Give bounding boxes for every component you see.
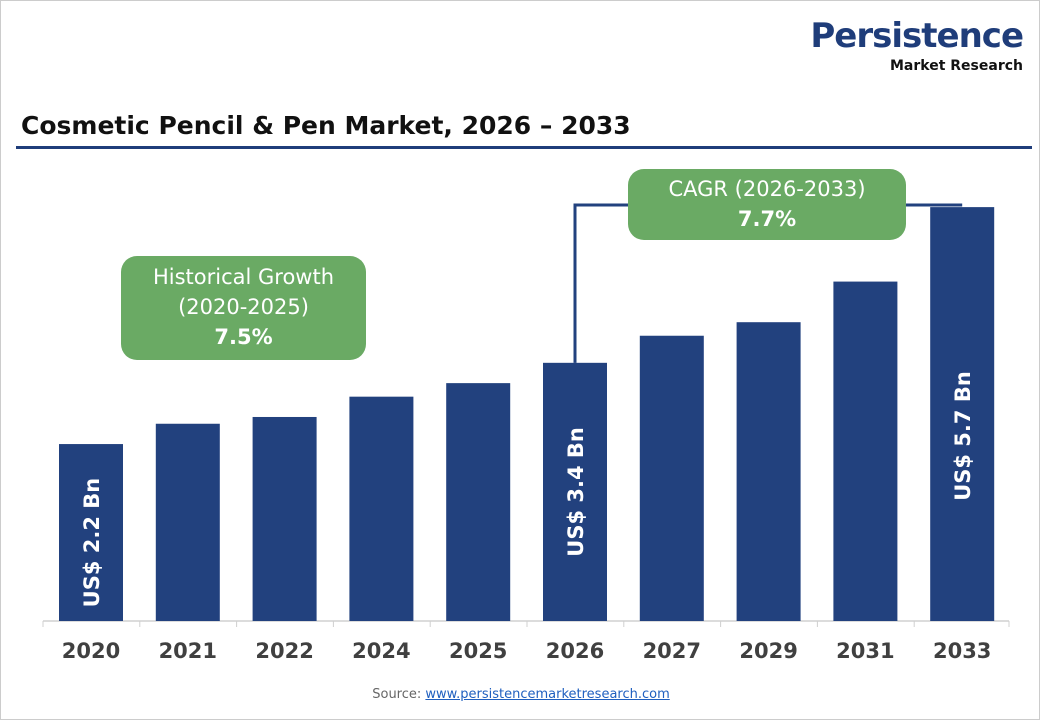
data-label-2020: US$ 2.2 Bn (80, 478, 104, 608)
chart-title: Cosmetic Pencil & Pen Market, 2026 – 203… (21, 111, 631, 140)
logo-name: Persistence (810, 16, 1024, 56)
bar-2025 (446, 383, 511, 621)
x-tick-label: 2024 (352, 639, 410, 663)
cagr-value: 7.7% (737, 207, 797, 231)
data-label-2026: US$ 3.4 Bn (564, 427, 588, 557)
cagr-callout: CAGR (2026-2033) 7.7% (628, 169, 906, 240)
historical-growth-value: 7.5% (214, 325, 273, 349)
x-tick-label: 2027 (643, 639, 701, 663)
x-tick-label: 2033 (933, 639, 991, 663)
bar-2031 (833, 281, 898, 621)
x-tick-label: 2029 (739, 639, 797, 663)
historical-growth-label: Historical Growth (152, 265, 335, 289)
x-tick-label: 2022 (255, 639, 313, 663)
cagr-label: CAGR (2026-2033) (668, 177, 866, 201)
bar-2029 (736, 322, 801, 621)
source-link[interactable]: www.persistencemarketresearch.com (425, 687, 670, 702)
bar-2021 (155, 423, 220, 621)
bar-2027 (639, 335, 704, 621)
bar-2024 (349, 396, 414, 621)
source-label: Source: (372, 687, 422, 702)
historical-growth-period: (2020-2025) (178, 295, 309, 319)
x-tick-label: 2025 (449, 639, 507, 663)
bar-2033 (930, 207, 995, 622)
historical-growth-callout: Historical Growth (2020-2025) 7.5% (121, 256, 366, 360)
x-tick-label: 2021 (159, 639, 217, 663)
title-divider (16, 146, 1032, 149)
x-tick-label: 2020 (62, 639, 120, 663)
bar-2026 (543, 362, 607, 621)
bar-2022 (252, 416, 317, 621)
bar-2020 (59, 444, 123, 621)
logo: Persistence Market Research (810, 15, 1024, 75)
source-note: Source: www.persistencemarketresearch.co… (1, 687, 1039, 702)
x-tick-label: 2026 (546, 639, 604, 663)
logo-tagline: Market Research (890, 58, 1023, 74)
data-label-2033: US$ 5.7 Bn (951, 371, 975, 501)
x-tick-label: 2031 (836, 639, 894, 663)
